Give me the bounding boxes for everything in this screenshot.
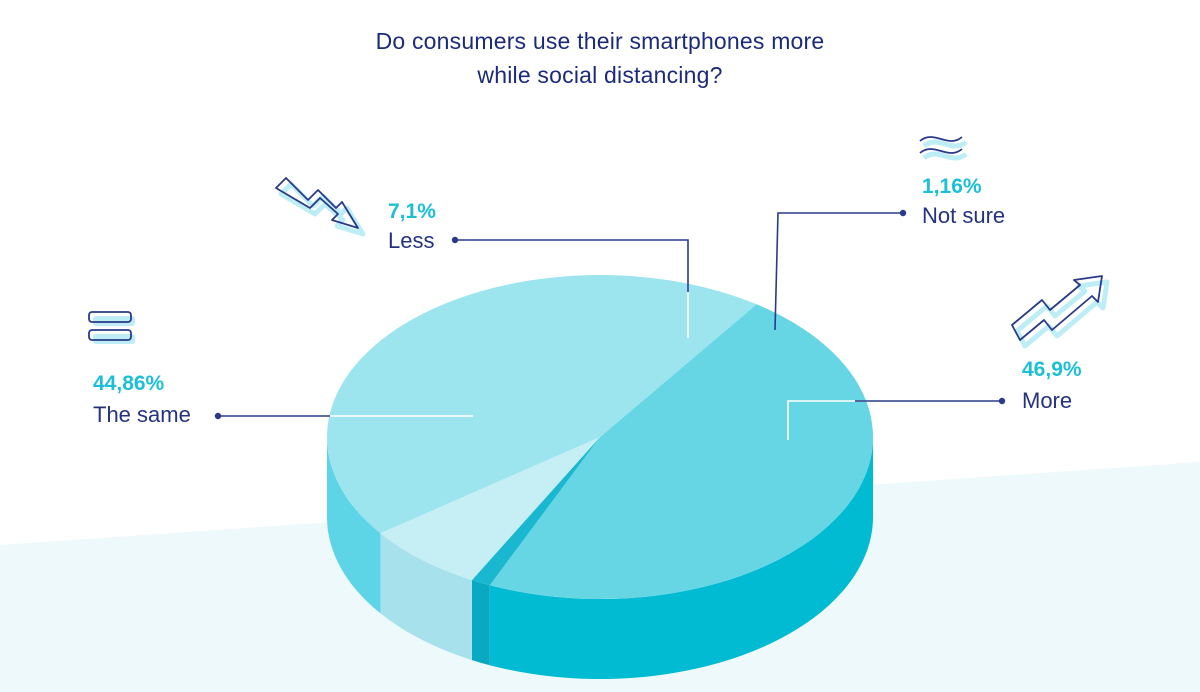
- equals-icon: [88, 311, 135, 344]
- pie-side-more: [489, 437, 873, 679]
- chart-title-line-1: Do consumers use their smartphones more: [375, 28, 825, 54]
- pie-slice-not-sure: [471, 437, 600, 586]
- slice-value-less: 7,1%: [388, 200, 436, 223]
- slice-label-not-sure: Not sure: [922, 203, 1006, 228]
- chart-title-line-2: while social distancing?: [477, 62, 723, 88]
- leader-dot-less: [451, 236, 459, 244]
- leader-dot-the-same: [214, 412, 222, 420]
- slice-value-not-sure: 1,16%: [922, 175, 982, 198]
- slice-label-more: More: [1022, 388, 1073, 413]
- pie-side-not-sure: [471, 580, 490, 666]
- approx-tilde-icon: [919, 136, 968, 161]
- slice-value-more: 46,9%: [1022, 358, 1082, 381]
- leader-dot-not-sure: [899, 209, 907, 217]
- leader-dot-more: [998, 397, 1006, 405]
- pie-side-the-same: [327, 437, 381, 614]
- leader-outer-less: [455, 239, 689, 292]
- pie-side-less: [380, 533, 472, 661]
- pie-slice-less: [380, 437, 600, 581]
- slice-value-the-same: 44,86%: [93, 372, 165, 395]
- trend-up-arrow-icon: [1011, 275, 1110, 349]
- pie-slice-more: [489, 304, 873, 599]
- slice-label-less: Less: [388, 228, 435, 253]
- pie-slice-the-same: [326, 275, 757, 534]
- trend-down-arrow-icon: [275, 177, 366, 237]
- leader-line-not-sure: [774, 212, 903, 331]
- slice-label-the-same: The same: [93, 402, 191, 427]
